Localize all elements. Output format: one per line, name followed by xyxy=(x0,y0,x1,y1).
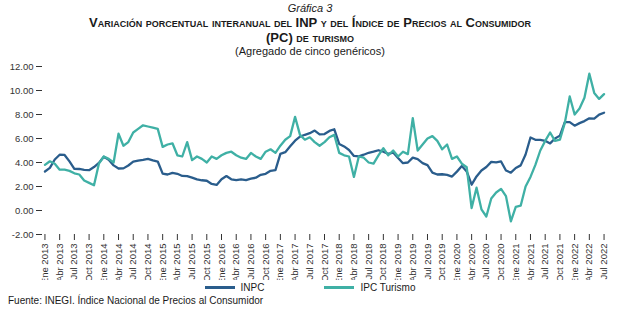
svg-text:2.00: 2.00 xyxy=(15,181,34,192)
svg-text:Jul 2013: Jul 2013 xyxy=(68,244,79,280)
svg-text:Ene 2016: Ene 2016 xyxy=(216,244,227,281)
svg-text:Oct 2013: Oct 2013 xyxy=(83,244,94,281)
svg-text:Jul 2021: Jul 2021 xyxy=(539,244,550,280)
svg-text:Jul 2016: Jul 2016 xyxy=(245,244,256,280)
svg-text:Ene 2013: Ene 2013 xyxy=(39,244,50,281)
svg-text:Oct 2016: Oct 2016 xyxy=(260,244,271,281)
svg-text:Ene 2022: Ene 2022 xyxy=(569,244,580,281)
svg-text:Abr 2019: Abr 2019 xyxy=(407,244,418,281)
svg-text:Ene 2019: Ene 2019 xyxy=(392,244,403,281)
svg-text:Abr 2020: Abr 2020 xyxy=(466,244,477,281)
svg-text:Oct 2020: Oct 2020 xyxy=(495,244,506,281)
svg-text:Oct 2019: Oct 2019 xyxy=(436,244,447,281)
svg-text:Abr 2018: Abr 2018 xyxy=(348,244,359,281)
html-text:Gráfica 3: Gráfica 3 xyxy=(287,2,333,14)
svg-text:-2.00: -2.00 xyxy=(12,229,34,240)
html-text:INPC: INPC xyxy=(240,281,265,293)
svg-text:Abr 2015: Abr 2015 xyxy=(171,244,182,281)
svg-text:Abr 2013: Abr 2013 xyxy=(54,244,65,281)
svg-text:8.00: 8.00 xyxy=(15,109,34,120)
svg-text:Jul 2015: Jul 2015 xyxy=(186,244,197,280)
svg-text:Oct 2018: Oct 2018 xyxy=(377,244,388,281)
svg-text:Abr 2017: Abr 2017 xyxy=(289,244,300,281)
svg-text:4.00: 4.00 xyxy=(15,157,34,168)
svg-text:12.00: 12.00 xyxy=(10,61,34,72)
svg-text:Abr 2014: Abr 2014 xyxy=(113,244,124,281)
svg-text:Abr 2022: Abr 2022 xyxy=(583,244,594,281)
svg-text:0.00: 0.00 xyxy=(15,205,34,216)
html-text:Fuente: INEGI. Índice Nacional: Fuente: INEGI. Índice Nacional de Precio… xyxy=(8,295,264,306)
html-text:Variación porcentual interanua: Variación porcentual interanual del INP … xyxy=(89,15,531,45)
svg-text:Jul 2022: Jul 2022 xyxy=(598,244,609,280)
svg-text:Abr 2021: Abr 2021 xyxy=(525,244,536,281)
svg-text:Oct 2021: Oct 2021 xyxy=(554,244,565,281)
svg-text:10.00: 10.00 xyxy=(10,85,34,96)
svg-text:Ene 2015: Ene 2015 xyxy=(157,244,168,281)
svg-text:6.00: 6.00 xyxy=(15,133,34,144)
svg-text:Jul 2018: Jul 2018 xyxy=(363,244,374,280)
html-text:(Agregado de cinco genéricos): (Agregado de cinco genéricos) xyxy=(235,45,385,57)
svg-text:Ene 2014: Ene 2014 xyxy=(98,244,109,281)
svg-text:Oct 2014: Oct 2014 xyxy=(142,244,153,281)
svg-text:Abr 2016: Abr 2016 xyxy=(230,244,241,281)
svg-text:Ene 2018: Ene 2018 xyxy=(333,244,344,281)
svg-text:Jul 2017: Jul 2017 xyxy=(304,244,315,280)
svg-text:Ene 2021: Ene 2021 xyxy=(510,244,521,281)
svg-text:Oct 2017: Oct 2017 xyxy=(319,244,330,281)
svg-text:Oct 2015: Oct 2015 xyxy=(201,244,212,281)
svg-text:Jul 2019: Jul 2019 xyxy=(422,244,433,280)
svg-text:Ene 2017: Ene 2017 xyxy=(274,244,285,281)
svg-text:Ene 2020: Ene 2020 xyxy=(451,244,462,281)
svg-text:Jul 2020: Jul 2020 xyxy=(480,244,491,280)
html-text:IPC Turismo: IPC Turismo xyxy=(360,281,416,293)
svg-text:Jul 2014: Jul 2014 xyxy=(127,244,138,280)
